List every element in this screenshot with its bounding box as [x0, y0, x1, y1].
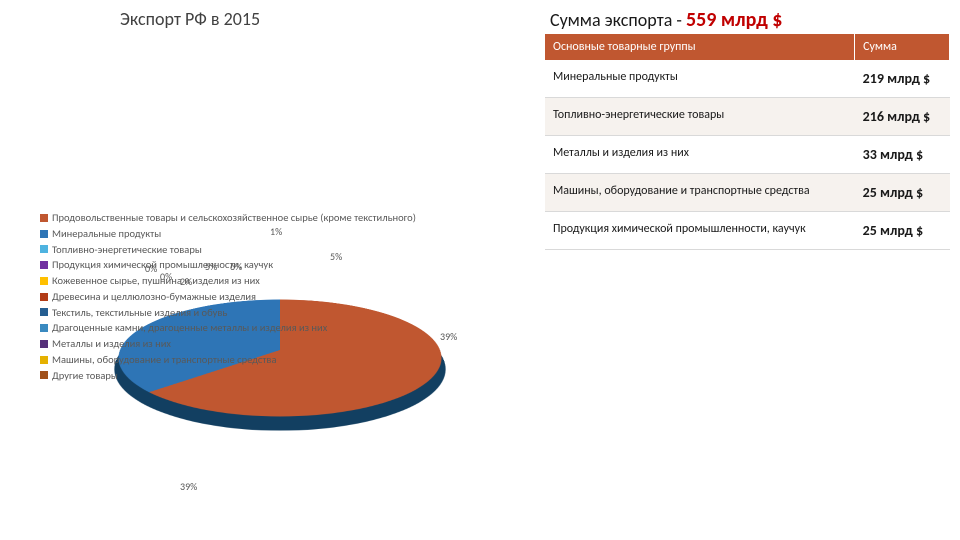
legend-item: Топливно-энергетические товары: [40, 242, 416, 258]
cell-group: Продукция химической промышленности, кау…: [545, 212, 855, 250]
legend-label: Продукция химической промышленности, кау…: [52, 257, 273, 273]
legend-label: Кожевенное сырье, пушнина и изделия из н…: [52, 273, 260, 289]
legend-label: Минеральные продукты: [52, 226, 161, 242]
legend-swatch: [40, 324, 48, 332]
legend-item: Продовольственные товары и сельскохозяйс…: [40, 210, 416, 226]
legend-label: Металлы и изделия из них: [52, 336, 171, 352]
cell-group: Минеральные продукты: [545, 60, 855, 98]
legend-label: Машины, оборудование и транспортные сред…: [52, 352, 277, 368]
legend-item: Продукция химической промышленности, кау…: [40, 257, 416, 273]
table-row: Продукция химической промышленности, кау…: [545, 212, 950, 250]
legend-label: Продовольственные товары и сельскохозяйс…: [52, 210, 416, 226]
legend-item: Металлы и изделия из них: [40, 336, 416, 352]
legend-item: Другие товары: [40, 368, 416, 384]
cell-group: Машины, оборудование и транспортные сред…: [545, 174, 855, 212]
legend-swatch: [40, 308, 48, 316]
legend-swatch: [40, 214, 48, 222]
legend-item: Кожевенное сырье, пушнина и изделия из н…: [40, 273, 416, 289]
pie-label-39a: 39%: [440, 330, 457, 343]
cell-group: Металлы и изделия из них: [545, 136, 855, 174]
legend-item: Древесина и целлюлозно-бумажные изделия: [40, 289, 416, 305]
cell-sum: 219 млрд $: [855, 60, 950, 98]
col-header-sum: Сумма: [855, 34, 950, 60]
legend-label: Топливно-энергетические товары: [52, 242, 202, 258]
legend-label: Текстиль, текстильные изделия и обувь: [52, 305, 227, 321]
legend-label: Другие товары: [52, 368, 118, 384]
pie-label-39b: 39%: [180, 480, 197, 493]
table-row: Минеральные продукты219 млрд $: [545, 60, 950, 98]
legend-swatch: [40, 245, 48, 253]
summary-table: Основные товарные группы Сумма Минеральн…: [545, 34, 950, 250]
legend-swatch: [40, 293, 48, 301]
sum-prefix: Сумма экспорта -: [550, 9, 686, 31]
legend-label: Драгоценные камни, драгоценные металлы и…: [52, 320, 327, 336]
cell-sum: 33 млрд $: [855, 136, 950, 174]
legend-item: Минеральные продукты: [40, 226, 416, 242]
chart-title: Экспорт РФ в 2015: [120, 8, 260, 30]
cell-sum: 216 млрд $: [855, 98, 950, 136]
legend-item: Драгоценные камни, драгоценные металлы и…: [40, 320, 416, 336]
sum-value: 559 млрд $: [686, 8, 782, 32]
legend-swatch: [40, 277, 48, 285]
legend-item: Машины, оборудование и транспортные сред…: [40, 352, 416, 368]
legend-swatch: [40, 230, 48, 238]
legend-swatch: [40, 340, 48, 348]
legend-item: Текстиль, текстильные изделия и обувь: [40, 305, 416, 321]
legend-label: Древесина и целлюлозно-бумажные изделия: [52, 289, 256, 305]
table-row: Металлы и изделия из них33 млрд $: [545, 136, 950, 174]
cell-group: Топливно-энергетические товары: [545, 98, 855, 136]
chart-legend: Продовольственные товары и сельскохозяйс…: [40, 210, 416, 383]
cell-sum: 25 млрд $: [855, 174, 950, 212]
legend-swatch: [40, 356, 48, 364]
legend-swatch: [40, 261, 48, 269]
sum-title: Сумма экспорта - 559 млрд $: [550, 8, 782, 32]
table-row: Топливно-энергетические товары216 млрд $: [545, 98, 950, 136]
cell-sum: 25 млрд $: [855, 212, 950, 250]
col-header-group: Основные товарные группы: [545, 34, 855, 60]
legend-swatch: [40, 371, 48, 379]
table-row: Машины, оборудование и транспортные сред…: [545, 174, 950, 212]
